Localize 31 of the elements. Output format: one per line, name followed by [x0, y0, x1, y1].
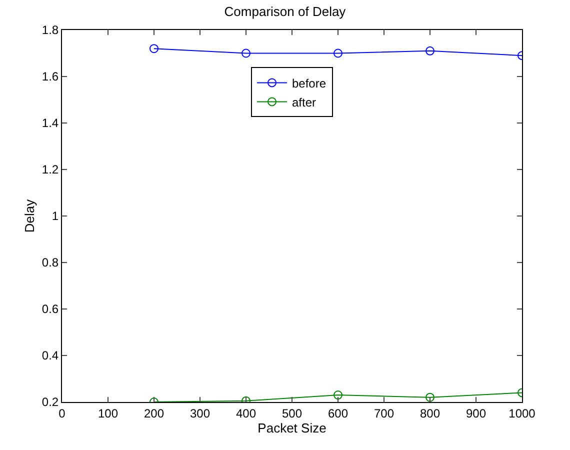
chart-title: Comparison of Delay: [224, 4, 346, 19]
y-tick-label: 1: [52, 209, 59, 224]
x-tick-label: 400: [236, 406, 256, 420]
y-tick-label: 1.6: [42, 70, 59, 84]
point: [150, 44, 158, 54]
x-tick-label: 1000: [508, 406, 536, 420]
x-axis-title: Packet Size: [258, 420, 326, 436]
x-tick-label: 900: [466, 406, 486, 420]
y-tick-label: 1.8: [42, 23, 59, 38]
legend-label: before: [292, 76, 326, 90]
x-tick-label: 0: [58, 406, 66, 420]
x-tick-label: 700: [374, 406, 394, 420]
point: [242, 48, 250, 58]
point: [426, 46, 434, 56]
y-tick-label: 0.4: [42, 348, 59, 363]
x-tick-label: 800: [420, 406, 440, 420]
y-tick-label: 1.2: [42, 162, 59, 177]
x-tick-label: 300: [190, 406, 210, 420]
x-tick-label: 200: [144, 406, 164, 420]
x-tick-label: 100: [98, 406, 118, 420]
y-axis-title: Delay: [22, 198, 37, 233]
point: [426, 392, 434, 402]
y-tick-label: 0.6: [42, 302, 59, 316]
x-tick-label: 600: [328, 406, 348, 420]
y-tick-label: 0.8: [42, 256, 59, 270]
point: [334, 48, 342, 58]
legend-label: after: [292, 95, 316, 110]
y-tick-label: 1.4: [42, 116, 59, 130]
y-tick-label: 0.2: [42, 395, 59, 410]
point: [334, 390, 342, 400]
x-tick-label: 500: [282, 406, 302, 420]
